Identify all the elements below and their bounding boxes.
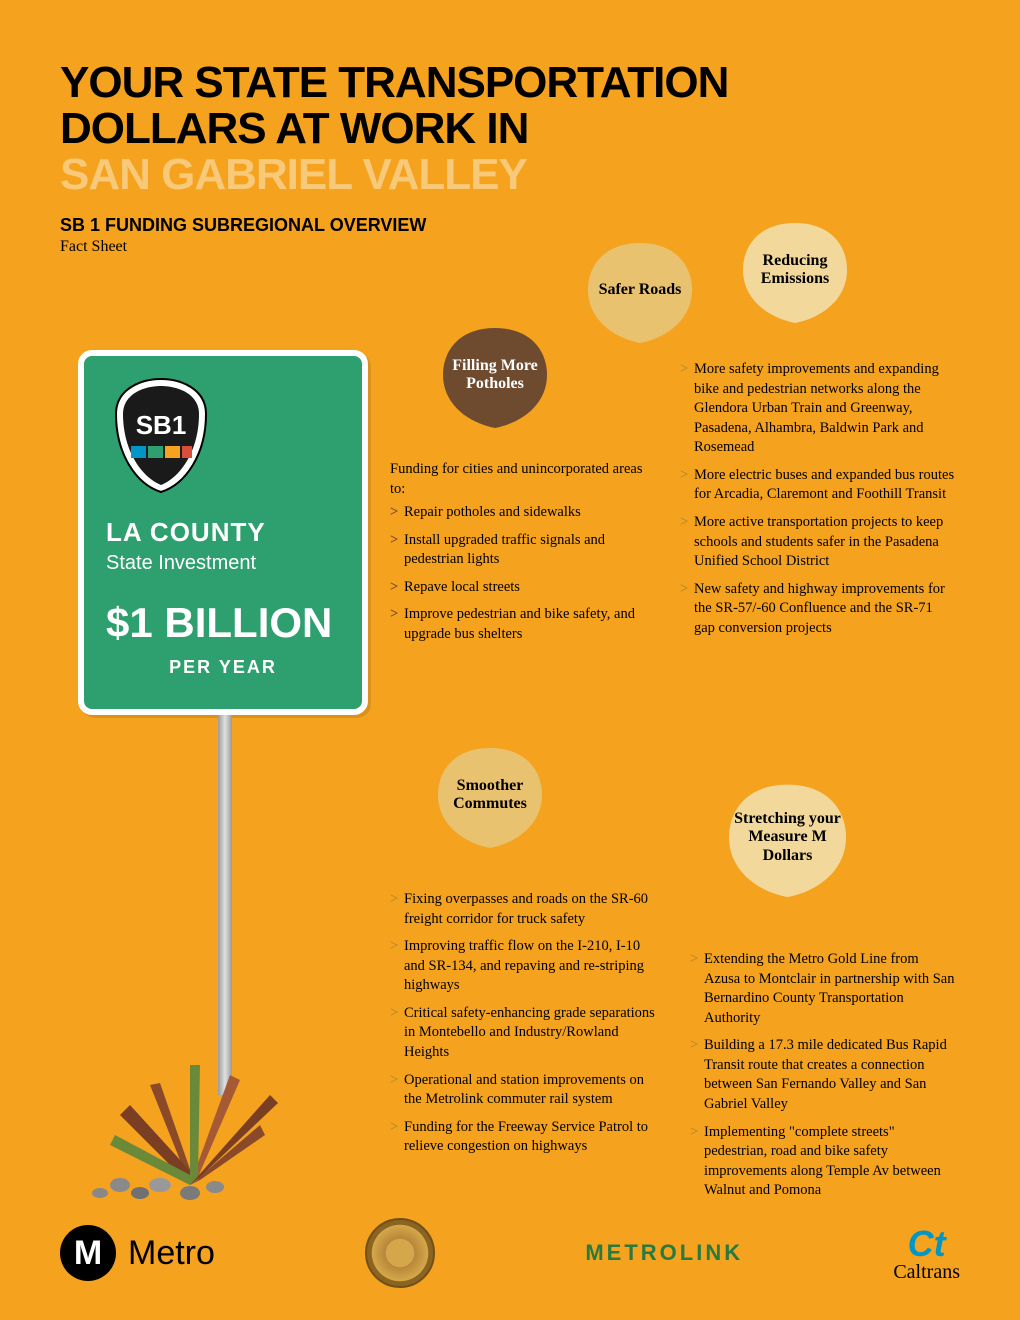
emissions-item: More active transportation projects to k… [680, 513, 955, 572]
caltrans-text: Caltrans [893, 1261, 960, 1284]
sign-county: LA COUNTY [106, 517, 340, 548]
section-potholes: Funding for cities and unincorporated ar… [390, 460, 645, 653]
road-sign: SB1 LA COUNTY State Investment $1 BILLIO… [78, 350, 368, 715]
emissions-item: New safety and highway improvements for … [680, 580, 955, 639]
commutes-list: Fixing overpasses and roads on the SR-60… [390, 890, 660, 1157]
road-sign-group: SB1 LA COUNTY State Investment $1 BILLIO… [78, 350, 368, 715]
title-block: YOUR STATE TRANSPORTATION DOLLARS AT WOR… [60, 60, 960, 199]
title-line-2: DOLLARS AT WORK IN [60, 106, 960, 152]
sign-investment: State Investment [106, 552, 340, 575]
emissions-item: More safety improvements and expanding b… [680, 360, 955, 458]
section-measure-m: Extending the Metro Gold Line from Azusa… [690, 950, 955, 1209]
commutes-item: Fixing overpasses and roads on the SR-60… [390, 890, 660, 929]
measurem-list: Extending the Metro Gold Line from Azusa… [690, 950, 955, 1201]
page: YOUR STATE TRANSPORTATION DOLLARS AT WOR… [0, 0, 1020, 1320]
sign-amount: $1 BILLION [106, 599, 340, 647]
measurem-item: Implementing "complete streets" pedestri… [690, 1123, 955, 1201]
sign-per-year: PER YEAR [106, 657, 340, 678]
badge-potholes: Filling More Potholes [435, 320, 555, 430]
title-line-1: YOUR STATE TRANSPORTATION [60, 60, 960, 106]
measurem-item: Extending the Metro Gold Line from Azusa… [690, 950, 955, 1028]
la-county-seal-icon [365, 1218, 435, 1288]
potholes-lead: Funding for cities and unincorporated ar… [390, 460, 645, 499]
potholes-item: Repave local streets [390, 578, 645, 598]
metro-logo: M Metro [60, 1225, 215, 1281]
emissions-item: More electric buses and expanded bus rou… [680, 466, 955, 505]
badge-safer-label: Safer Roads [587, 281, 694, 299]
metro-circle-icon: M [60, 1225, 116, 1281]
commutes-item: Improving traffic flow on the I-210, I-1… [390, 937, 660, 996]
footer-logos: M Metro METROLINK Ct Caltrans [60, 1218, 960, 1288]
potholes-item: Install upgraded traffic signals and ped… [390, 531, 645, 570]
potholes-item: Repair potholes and sidewalks [390, 503, 645, 523]
commutes-item: Critical safety-enhancing grade separati… [390, 1004, 660, 1063]
badge-emissions: Reducing Emissions [735, 215, 855, 325]
badge-measurem-label: Stretching your Measure M Dollars [720, 810, 855, 865]
metro-text: Metro [128, 1234, 215, 1273]
potholes-list: Repair potholes and sidewalks Install up… [390, 503, 645, 644]
commutes-item: Funding for the Freeway Service Patrol t… [390, 1118, 660, 1157]
caltrans-ct-icon: Ct [908, 1223, 946, 1265]
sign-pole [218, 715, 232, 1095]
measurem-item: Building a 17.3 mile dedicated Bus Rapid… [690, 1036, 955, 1114]
badge-emissions-label: Reducing Emissions [735, 252, 855, 289]
badge-measure-m: Stretching your Measure M Dollars [720, 775, 855, 900]
section-commutes: Fixing overpasses and roads on the SR-60… [390, 890, 660, 1165]
badge-commutes: Smoother Commutes [430, 740, 550, 850]
metrolink-logo: METROLINK [585, 1240, 743, 1266]
commutes-item: Operational and station improvements on … [390, 1071, 660, 1110]
svg-text:SB1: SB1 [136, 410, 187, 440]
badge-safer-roads: Safer Roads [580, 235, 700, 345]
badge-commutes-label: Smoother Commutes [430, 777, 550, 814]
desert-plant-icon [60, 1045, 320, 1205]
badge-potholes-label: Filling More Potholes [435, 357, 555, 394]
emissions-list: More safety improvements and expanding b… [680, 360, 955, 638]
caltrans-logo: Ct Caltrans [893, 1223, 960, 1284]
section-emissions: More safety improvements and expanding b… [680, 360, 955, 646]
potholes-item: Improve pedestrian and bike safety, and … [390, 605, 645, 644]
title-line-3: SAN GABRIEL VALLEY [60, 152, 960, 198]
sb1-shield-icon: SB1 [106, 374, 216, 494]
